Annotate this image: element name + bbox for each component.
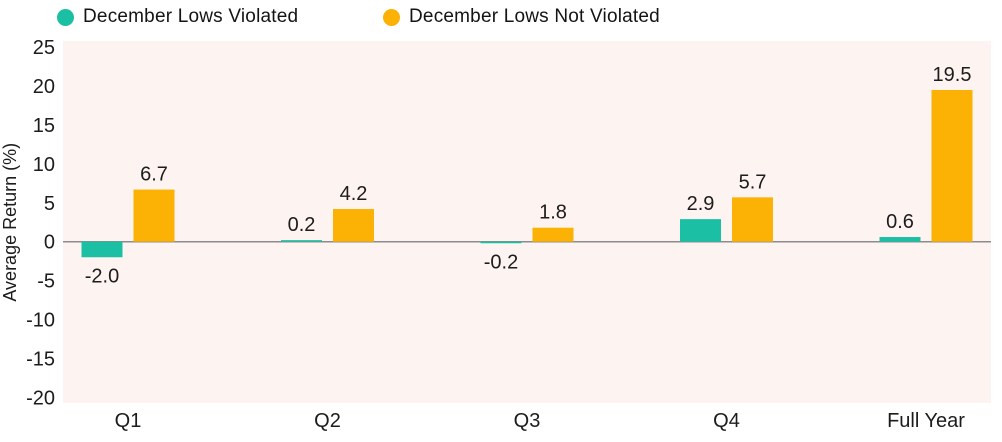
legend: December Lows Violated December Lows Not… (0, 6, 1002, 32)
x-category-label: Q4 (713, 410, 740, 432)
bar-value-label: 19.5 (933, 64, 972, 86)
bar-value-label: -0.2 (484, 251, 518, 273)
bar-full-year-series-0 (879, 237, 921, 242)
bar-q1-series-1 (133, 189, 175, 242)
legend-item-not-violated: December Lows Not Violated (383, 6, 660, 28)
bar-value-label: 6.7 (140, 164, 168, 186)
bar-q1-series-0 (81, 241, 123, 258)
bar-value-label: 4.2 (340, 183, 368, 205)
y-tick-label: 25 (33, 37, 55, 59)
bar-value-label: 2.9 (687, 193, 715, 215)
bar-q3-series-1 (532, 227, 574, 242)
bar-q4-series-1 (732, 197, 773, 242)
y-tick-label: -15 (26, 348, 55, 370)
y-tick-label: 0 (44, 232, 55, 254)
y-tick-label: -10 (26, 310, 55, 332)
y-tick-label: 10 (33, 154, 55, 176)
bar-q4-series-0 (680, 219, 721, 242)
bar-value-label: -2.0 (85, 265, 119, 287)
x-category-label: Q2 (314, 410, 341, 432)
x-category-label: Q1 (115, 410, 142, 432)
y-tick-label: 5 (44, 193, 55, 215)
bar-value-label: 0.6 (886, 211, 914, 233)
bar-full-year-series-1 (931, 89, 973, 242)
y-tick-label: 15 (33, 115, 55, 137)
y-tick-label: 20 (33, 76, 55, 98)
bar-value-label: 1.8 (539, 202, 567, 224)
bar-value-label: 5.7 (739, 171, 767, 193)
legend-label-not-violated: December Lows Not Violated (409, 6, 660, 27)
legend-dot-violated-icon (57, 8, 74, 26)
bar-q3-series-0 (480, 241, 522, 244)
bar-value-label: 0.2 (288, 214, 316, 236)
y-tick-label: -5 (37, 271, 55, 293)
y-axis-title: Average Return (%) (0, 143, 20, 302)
x-category-label: Q3 (514, 410, 541, 432)
legend-label-violated: December Lows Violated (83, 6, 299, 27)
x-category-label: Full Year (887, 410, 965, 432)
bar-q2-series-0 (281, 240, 322, 242)
legend-dot-not-violated-icon (383, 8, 400, 26)
legend-item-violated: December Lows Violated (57, 6, 298, 28)
plot-area (63, 41, 991, 403)
bar-q2-series-1 (333, 209, 374, 242)
y-tick-label: -20 (26, 387, 55, 409)
